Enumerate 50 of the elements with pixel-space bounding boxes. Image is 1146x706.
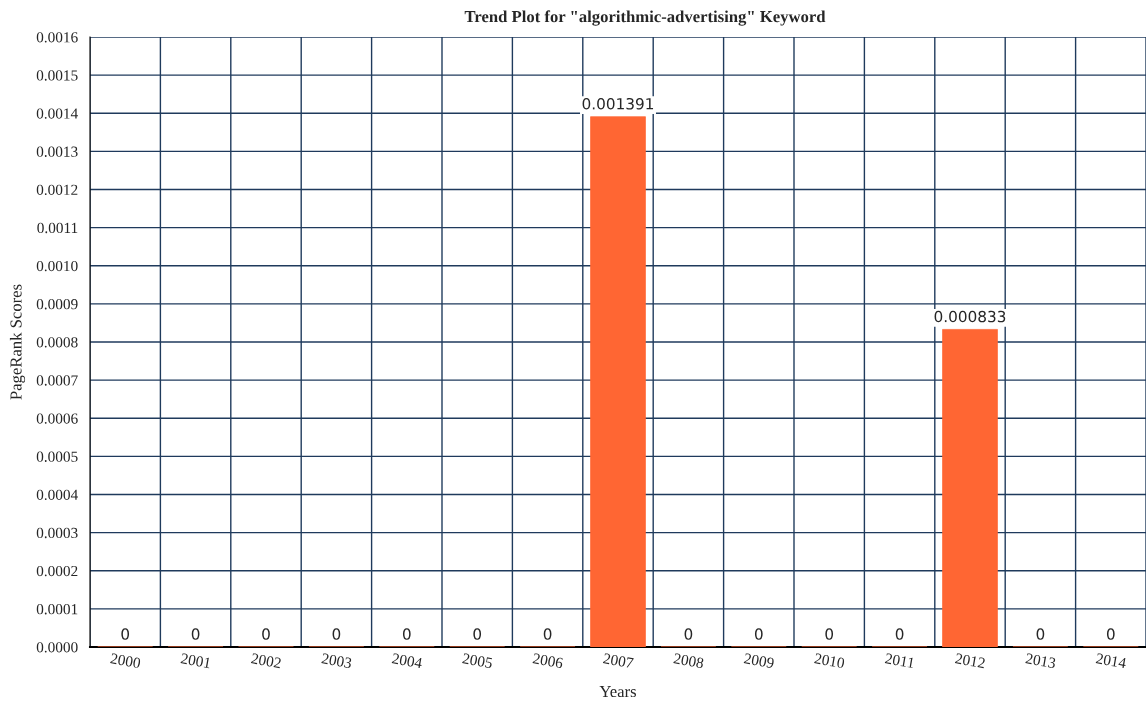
data-label: 0.000833 [934, 310, 1006, 323]
x-tick-label: 2003 [321, 653, 352, 669]
y-tick-label: 0.0004 [36, 489, 78, 501]
y-tick-label: 0.0014 [36, 108, 78, 119]
x-tick-label: 2004 [391, 653, 423, 669]
data-label: 0 [754, 628, 763, 640]
data-label: 0 [825, 628, 834, 640]
chart-title: Trend Plot for "algorithmic-advertising" Keyword [464, 10, 826, 26]
y-tick-label: 0.0009 [36, 299, 78, 310]
x-tick-label: 2000 [110, 653, 141, 669]
y-axis-title: PageRank Scores [9, 284, 26, 400]
x-tick-label: 2009 [743, 653, 775, 669]
y-tick-label: 0.0013 [36, 146, 78, 157]
y-tick-label: 0.0007 [36, 375, 78, 386]
data-label: 0 [121, 628, 130, 640]
x-tick-label: 2013 [1025, 653, 1056, 669]
x-tick-label: 2012 [954, 653, 986, 669]
y-tick-label: 0.0011 [37, 222, 78, 234]
data-label: 0 [332, 628, 341, 640]
y-tick-label: 0.0008 [36, 337, 78, 348]
y-tick-label: 0.0003 [36, 527, 78, 539]
y-tick-label: 0.0000 [36, 642, 78, 653]
x-tick-label: 2002 [250, 653, 282, 669]
x-tick-label: 2007 [602, 653, 634, 669]
x-axis-title: Years [599, 686, 636, 698]
x-tick-label: 2005 [462, 653, 493, 669]
y-tick-label: 0.0006 [36, 413, 78, 424]
data-label: 0 [402, 628, 411, 640]
x-tick-label: 2011 [884, 653, 915, 669]
y-tick-label: 0.0001 [36, 604, 78, 615]
x-tick-label: 2001 [180, 653, 211, 669]
x-tick-label: 2010 [814, 653, 845, 669]
y-tick-label: 0.0012 [36, 184, 78, 196]
y-tick-label: 0.0010 [36, 260, 78, 272]
data-label: 0 [684, 628, 693, 640]
x-tick-label: 2008 [673, 653, 704, 669]
data-label: 0 [473, 628, 482, 640]
y-tick-label: 0.0016 [36, 32, 78, 43]
data-label: 0 [191, 628, 200, 640]
x-tick-label: 2014 [1095, 653, 1127, 669]
data-label: 0 [543, 628, 552, 640]
data-label: 0 [262, 628, 270, 640]
data-label: 0 [1036, 628, 1045, 640]
data-label: 0 [895, 628, 904, 640]
x-tick-label: 2006 [532, 653, 564, 669]
y-tick-label: 0.0015 [36, 70, 78, 81]
data-label: 0.001391 [582, 98, 654, 110]
y-tick-label: 0.0005 [36, 451, 78, 462]
y-tick-label: 0.0002 [36, 565, 78, 577]
data-label: 0 [1106, 628, 1115, 640]
